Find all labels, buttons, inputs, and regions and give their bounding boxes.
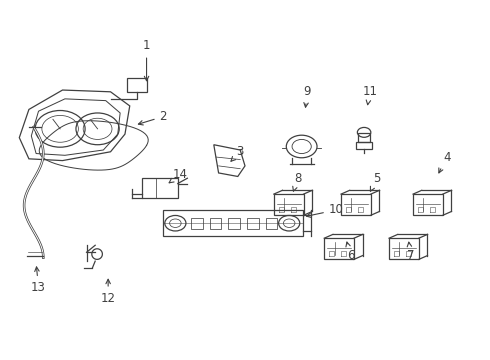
- Text: 3: 3: [231, 145, 244, 161]
- Text: 4: 4: [439, 150, 450, 173]
- Text: 1: 1: [143, 40, 150, 81]
- Text: 9: 9: [304, 85, 311, 107]
- Text: 14: 14: [169, 168, 188, 183]
- Text: 5: 5: [370, 172, 381, 191]
- Text: 10: 10: [307, 203, 343, 217]
- Text: 6: 6: [346, 242, 354, 262]
- Text: 12: 12: [100, 279, 116, 305]
- Text: 2: 2: [138, 110, 167, 125]
- Text: 11: 11: [362, 85, 377, 105]
- Text: 7: 7: [407, 242, 415, 262]
- Text: 8: 8: [293, 172, 301, 191]
- Text: 13: 13: [31, 267, 46, 294]
